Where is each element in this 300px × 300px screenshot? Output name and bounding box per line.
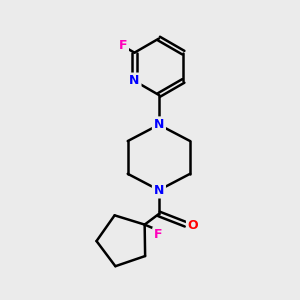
Text: N: N xyxy=(129,74,140,87)
Text: F: F xyxy=(154,228,163,242)
Text: N: N xyxy=(154,184,164,196)
Text: O: O xyxy=(188,219,198,232)
Text: N: N xyxy=(154,118,164,131)
Text: F: F xyxy=(118,40,127,52)
